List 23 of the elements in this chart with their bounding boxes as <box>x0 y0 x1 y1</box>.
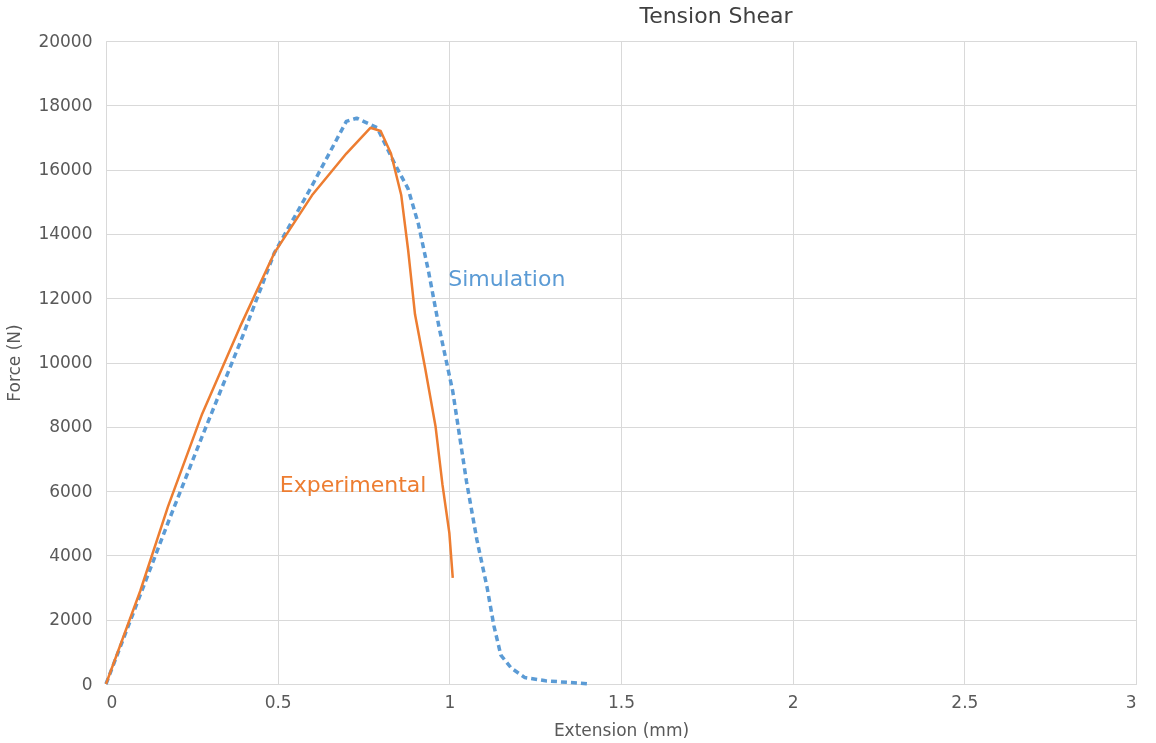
y-tick-label: 0 <box>81 673 93 694</box>
x-tick-label: 2.5 <box>951 691 979 712</box>
x-tick-label: 2 <box>787 691 799 712</box>
annotation: Simulation <box>448 265 566 291</box>
x-axis-title: Extension (mm) <box>553 719 690 740</box>
y-tick-label: 12000 <box>38 287 93 308</box>
y-tick-label: 8000 <box>49 416 93 437</box>
chart-title: Tension Shear <box>638 3 794 28</box>
y-tick-label: 2000 <box>49 609 93 630</box>
x-tick-label: 0 <box>106 691 118 712</box>
x-tick-label: 1 <box>444 691 456 712</box>
y-tick-label: 20000 <box>38 30 93 51</box>
y-tick-label: 4000 <box>49 544 93 565</box>
y-tick-label: 18000 <box>38 94 93 115</box>
x-tick-label: 0.5 <box>264 691 292 712</box>
annotation: Experimental <box>279 471 427 497</box>
x-tick-label: 3 <box>1125 691 1137 712</box>
y-tick-label: 16000 <box>38 159 93 180</box>
y-tick-label: 6000 <box>49 480 93 501</box>
x-tick-label: 1.5 <box>607 691 636 712</box>
y-tick-label: 14000 <box>38 223 93 244</box>
y-axis-title: Force (N) <box>4 324 25 402</box>
y-tick-label: 10000 <box>38 352 93 372</box>
